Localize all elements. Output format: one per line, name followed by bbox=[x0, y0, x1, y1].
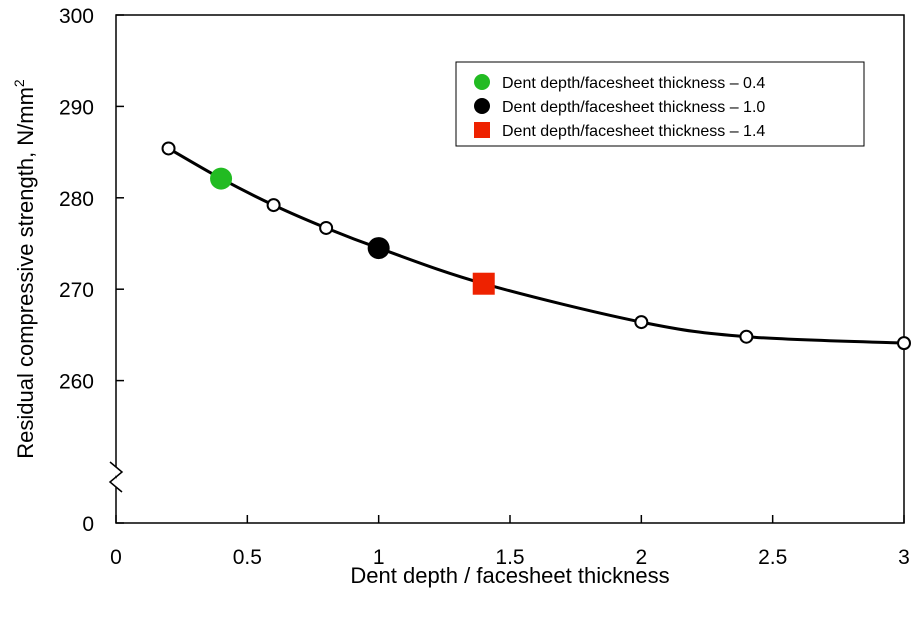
x-tick-label: 1 bbox=[373, 546, 385, 569]
y-tick-label: 280 bbox=[59, 188, 94, 211]
data-point-highlight bbox=[210, 167, 233, 190]
x-tick-label: 0 bbox=[110, 546, 122, 569]
data-point-open bbox=[319, 220, 334, 235]
y-axis-title: Residual compressive strength, N/mm2 bbox=[11, 79, 38, 459]
data-point-highlight bbox=[472, 272, 495, 295]
x-tick-label: 3 bbox=[898, 546, 910, 569]
y-tick-label: 300 bbox=[59, 5, 94, 28]
x-tick-label: 2.5 bbox=[758, 546, 787, 569]
y-tick-label: 0 bbox=[82, 513, 94, 536]
y-axis-title-main: Residual compressive strength, N/mm bbox=[13, 87, 38, 459]
y-tick-label: 260 bbox=[59, 371, 94, 394]
legend: Dent depth/facesheet thickness – 0.4 Dent… bbox=[455, 61, 865, 147]
y-axis-title-superscript: 2 bbox=[11, 79, 27, 87]
legend-box bbox=[455, 61, 865, 147]
y-axis-break bbox=[108, 461, 124, 493]
x-axis-title: Dent depth / facesheet thickness bbox=[350, 563, 669, 588]
data-point-open bbox=[634, 315, 649, 330]
y-tick-label: 270 bbox=[59, 279, 94, 302]
legend-label: Dent depth/facesheet thickness – 1.0 bbox=[502, 99, 765, 116]
data-point-open bbox=[161, 141, 176, 156]
legend-label: Dent depth/facesheet thickness – 1.4 bbox=[502, 123, 765, 140]
data-point-open bbox=[739, 329, 754, 344]
legend-marker bbox=[474, 122, 490, 138]
data-point-highlight bbox=[367, 237, 390, 260]
x-tick-label: 1.5 bbox=[495, 546, 524, 569]
legend-marker bbox=[474, 74, 490, 90]
x-tick-label: 2 bbox=[635, 546, 647, 569]
legend-label: Dent depth/facesheet thickness – 0.4 bbox=[502, 75, 765, 92]
legend-marker bbox=[474, 98, 490, 114]
data-point-open bbox=[266, 198, 281, 213]
data-point-open bbox=[897, 336, 911, 351]
y-tick-label: 290 bbox=[59, 96, 94, 119]
x-tick-label: 0.5 bbox=[233, 546, 262, 569]
